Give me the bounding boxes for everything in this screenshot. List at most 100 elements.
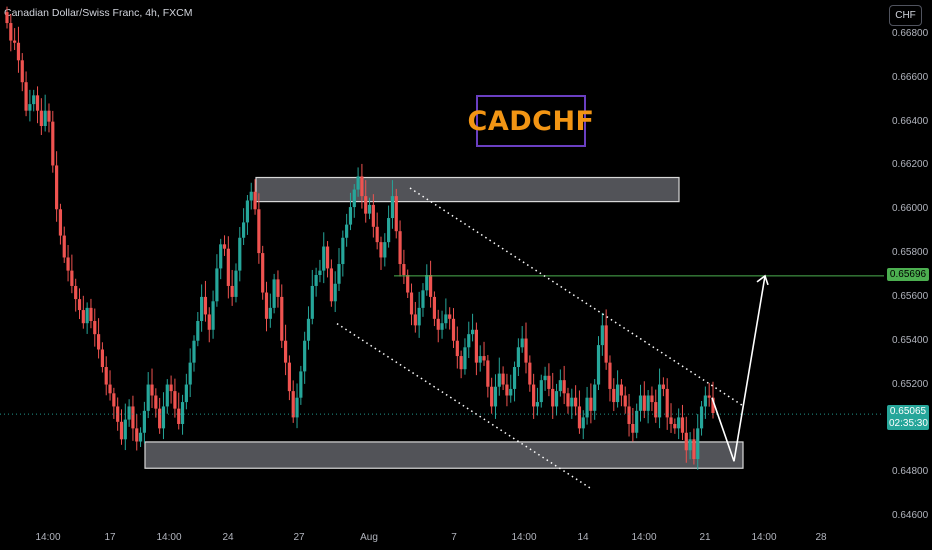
candle-body — [165, 384, 169, 407]
candle-body — [387, 218, 391, 243]
candle-body — [303, 340, 307, 372]
candle-body — [371, 204, 375, 227]
candle-body — [379, 242, 383, 258]
candle-body — [329, 268, 333, 302]
candle-body — [390, 196, 395, 219]
candle-body — [280, 296, 284, 341]
candle-body — [467, 334, 471, 348]
candle-body — [104, 367, 108, 385]
candle-body — [677, 417, 681, 429]
candle-body — [520, 338, 524, 348]
candle-body — [253, 191, 257, 210]
candle-body — [421, 290, 425, 308]
candle-body — [47, 110, 51, 122]
candle-body — [184, 384, 188, 403]
candle-body — [425, 275, 429, 291]
candle-body — [711, 397, 715, 414]
candle-body — [333, 283, 337, 302]
candle-body — [352, 189, 356, 208]
candle-body — [394, 196, 398, 232]
candle-body — [516, 347, 520, 368]
candle-body — [703, 395, 707, 407]
candle-body — [654, 402, 658, 418]
candle-body — [222, 244, 227, 249]
candle-body — [230, 285, 234, 297]
candle-body — [318, 270, 322, 275]
candle-body — [55, 165, 59, 210]
candle-body — [28, 104, 32, 111]
candle-body — [570, 397, 574, 407]
x-tick-label: 14 — [577, 532, 589, 543]
candle-body — [177, 408, 181, 424]
candle-body — [551, 388, 555, 407]
candle-body — [268, 307, 272, 319]
brand-label: CADCHF — [467, 105, 595, 137]
candle-body — [604, 325, 608, 363]
y-tick-label: 0.66400 — [892, 115, 929, 127]
candle-body — [35, 95, 40, 111]
candle-body — [638, 395, 643, 411]
candle-body — [85, 307, 89, 324]
candle-body — [5, 12, 9, 24]
candle-body — [444, 314, 448, 324]
candle-body — [66, 257, 70, 271]
candle-body — [581, 417, 585, 429]
candle-body — [150, 384, 154, 396]
candle-body — [367, 204, 372, 214]
candle-body — [16, 42, 21, 61]
candle-body — [417, 307, 421, 326]
candle-body — [158, 408, 162, 429]
y-tick-label: 0.66600 — [892, 71, 929, 83]
candle-body — [402, 264, 406, 275]
candle-body — [154, 395, 158, 409]
candle-body — [348, 207, 353, 225]
candle-body — [173, 391, 177, 409]
candle-body — [596, 345, 601, 385]
candle-body — [650, 395, 654, 403]
brand-label-box: CADCHF — [468, 95, 594, 147]
candle-body — [356, 176, 360, 190]
candle-body — [478, 356, 482, 363]
candle-body — [142, 410, 146, 433]
resistance-zone — [255, 176, 680, 203]
candle-body — [409, 292, 414, 315]
candle-body — [238, 237, 242, 271]
candle-body — [146, 384, 150, 411]
candle-body — [619, 384, 624, 396]
candle-body — [89, 307, 93, 322]
candle-body — [24, 82, 28, 111]
y-tick-label: 0.66200 — [892, 159, 929, 171]
countdown-tag: 02:35:30 — [887, 417, 929, 430]
candle-body — [96, 334, 101, 350]
x-tick-label: 7 — [451, 532, 457, 543]
candle-body — [341, 237, 345, 265]
candle-body — [135, 428, 139, 442]
y-tick-label: 0.64600 — [892, 510, 929, 521]
candle-body — [455, 340, 459, 357]
candle-body — [509, 388, 513, 396]
candle-body — [463, 347, 467, 370]
candle-body — [192, 340, 196, 363]
candle-body — [661, 384, 665, 389]
candle-body — [196, 321, 200, 341]
candle-body — [612, 388, 616, 403]
candle-body — [375, 226, 379, 243]
candle-body — [535, 402, 540, 407]
candle-body — [39, 110, 43, 127]
candle-body — [188, 362, 192, 385]
candle-body — [505, 384, 509, 396]
candle-body — [119, 421, 124, 440]
candle-body — [112, 393, 116, 407]
candle-body — [322, 246, 326, 271]
x-tick-label: 14:00 — [156, 532, 182, 543]
candle-body — [459, 356, 463, 370]
candle-body — [62, 235, 66, 258]
currency-button[interactable]: CHF — [889, 5, 922, 26]
candle-body — [116, 406, 120, 422]
candle-body — [600, 325, 604, 346]
y-tick-label: 0.66800 — [892, 28, 929, 39]
candle-body — [245, 200, 250, 223]
candle-body — [642, 395, 646, 411]
candle-body — [295, 397, 299, 418]
